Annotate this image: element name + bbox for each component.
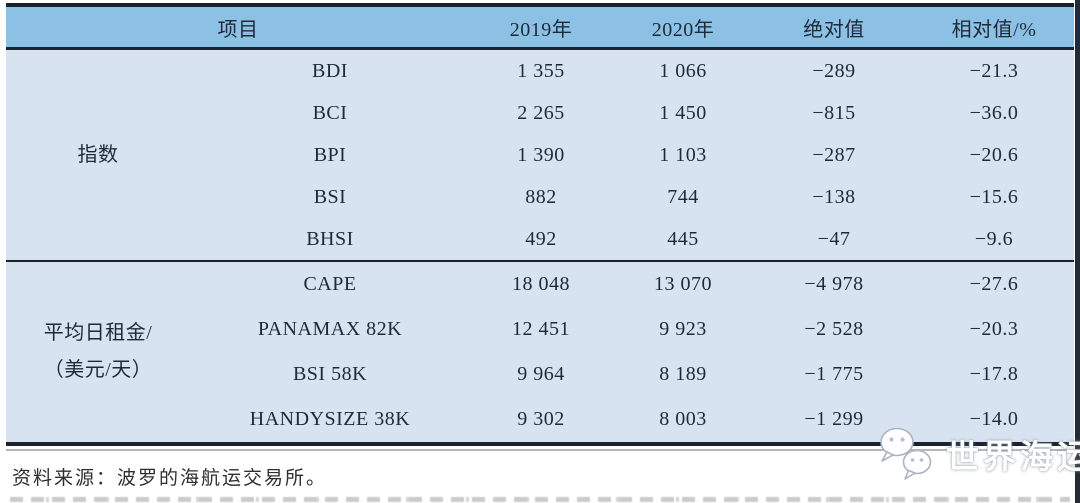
table-row: BSI 58K 9 964 8 189 −1 775 −17.8 bbox=[6, 352, 1074, 397]
value-absolute: −815 bbox=[754, 92, 914, 134]
value-2019: 492 bbox=[470, 218, 612, 261]
value-2019: 1 355 bbox=[470, 48, 612, 92]
page-edge-artifact bbox=[1075, 0, 1080, 503]
value-2020: 13 070 bbox=[612, 260, 754, 307]
indices-table: 项目 2019年 2020年 绝对值 相对值/% 指数 BDI 1 355 1 … bbox=[6, 3, 1074, 446]
table-row: 平均日租金/ （美元/天） CAPE 18 048 13 070 −4 978 … bbox=[6, 260, 1074, 444]
source-note: 资料来源：波罗的海航运交易所。 bbox=[12, 468, 328, 489]
group-label-index: 指数 bbox=[6, 48, 190, 261]
table-row: BCI 2 265 1 450 −815 −36.0 bbox=[6, 92, 1074, 134]
value-absolute: −47 bbox=[754, 218, 914, 261]
value-2019: 18 048 bbox=[470, 260, 612, 307]
row-name: BHSI bbox=[190, 218, 470, 261]
value-2020: 9 923 bbox=[612, 307, 754, 352]
row-name: BSI 58K bbox=[190, 352, 470, 397]
value-absolute: −2 528 bbox=[754, 307, 914, 352]
row-name: BCI bbox=[190, 92, 470, 134]
bottom-rule-echo bbox=[6, 449, 1074, 451]
value-2020: 1 103 bbox=[612, 134, 754, 176]
value-relative: −17.8 bbox=[914, 352, 1074, 397]
value-relative: −27.6 bbox=[914, 260, 1074, 307]
value-2020: 8 003 bbox=[612, 397, 754, 444]
value-2020: 744 bbox=[612, 176, 754, 218]
value-absolute: −4 978 bbox=[754, 260, 914, 307]
watermark-label: 世界海运 bbox=[946, 437, 1080, 475]
value-absolute: −287 bbox=[754, 134, 914, 176]
value-relative: −14.0 bbox=[914, 397, 1074, 444]
group-label-line: （美元/天） bbox=[43, 359, 153, 381]
value-2019: 12 451 bbox=[470, 307, 612, 352]
value-relative: −9.6 bbox=[914, 218, 1074, 261]
row-name: HANDYSIZE 38K bbox=[190, 397, 470, 444]
table-row: BHSI 492 445 −47 −9.6 bbox=[6, 218, 1074, 261]
header-2020: 2020年 bbox=[612, 5, 754, 50]
table-row: BSI 882 744 −138 −15.6 bbox=[6, 176, 1074, 218]
group-label-line: 平均日租金/ bbox=[43, 322, 153, 344]
table-header: 项目 2019年 2020年 绝对值 相对值/% bbox=[6, 5, 1074, 50]
value-relative: −15.6 bbox=[914, 176, 1074, 218]
value-absolute: −1 775 bbox=[754, 352, 914, 397]
header-item: 项目 bbox=[6, 5, 470, 50]
table-row: PANAMAX 82K 12 451 9 923 −2 528 −20.3 bbox=[6, 307, 1074, 352]
value-2019: 1 390 bbox=[470, 134, 612, 176]
value-relative: −21.3 bbox=[914, 48, 1074, 92]
table-row: HANDYSIZE 38K 9 302 8 003 −1 299 −14.0 bbox=[6, 397, 1074, 444]
row-name: PANAMAX 82K bbox=[190, 307, 470, 352]
group-label-daily-hire: 平均日租金/ （美元/天） bbox=[6, 260, 190, 444]
watermark: 世界海运 bbox=[876, 426, 1080, 487]
wechat-icon bbox=[876, 426, 938, 487]
header-absolute: 绝对值 bbox=[754, 5, 914, 50]
value-2020: 8 189 bbox=[612, 352, 754, 397]
value-relative: −20.6 bbox=[914, 134, 1074, 176]
value-2019: 2 265 bbox=[470, 92, 612, 134]
value-2020: 1 066 bbox=[612, 48, 754, 92]
value-2020: 445 bbox=[612, 218, 754, 261]
row-name: BSI bbox=[190, 176, 470, 218]
value-2019: 9 302 bbox=[470, 397, 612, 444]
row-name: BPI bbox=[190, 134, 470, 176]
table-row: BPI 1 390 1 103 −287 −20.6 bbox=[6, 134, 1074, 176]
group-label-line: 指数 bbox=[77, 143, 119, 166]
value-2020: 1 450 bbox=[612, 92, 754, 134]
value-relative: −20.3 bbox=[914, 307, 1074, 352]
value-absolute: −289 bbox=[754, 48, 914, 92]
row-name: CAPE bbox=[190, 260, 470, 307]
value-2019: 9 964 bbox=[470, 352, 612, 397]
header-relative: 相对值/% bbox=[914, 5, 1074, 50]
header-row: 项目 2019年 2020年 绝对值 相对值/% bbox=[6, 5, 1074, 50]
table-row: 指数 BDI 1 355 1 066 −289 −21.3 bbox=[6, 48, 1074, 261]
cutoff-text-artifact bbox=[10, 497, 1070, 502]
group-daily-hire: 平均日租金/ （美元/天） CAPE 18 048 13 070 −4 978 … bbox=[6, 260, 1074, 444]
value-relative: −36.0 bbox=[914, 92, 1074, 134]
value-absolute: −138 bbox=[754, 176, 914, 218]
group-index: 指数 BDI 1 355 1 066 −289 −21.3 BCI 2 265 … bbox=[6, 48, 1074, 261]
header-2019: 2019年 bbox=[470, 5, 612, 50]
row-name: BDI bbox=[190, 48, 470, 92]
value-2019: 882 bbox=[470, 176, 612, 218]
